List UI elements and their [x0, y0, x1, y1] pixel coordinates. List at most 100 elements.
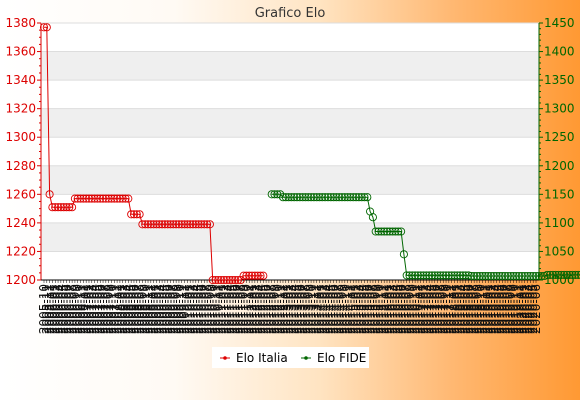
elo-italia-point	[191, 220, 200, 229]
x-axis-tick-label: 2015-04	[355, 284, 369, 334]
elo-fide-point	[456, 271, 465, 280]
elo-fide-point	[425, 271, 434, 280]
elo-fide-point	[576, 270, 580, 279]
x-axis-tick-label: 2015-09	[369, 284, 383, 334]
x-axis-tick-label: 2016-12	[411, 284, 425, 334]
x-axis-tick-label: 2015-06	[360, 284, 374, 334]
x-axis-tick-label: 2007-03	[85, 284, 99, 334]
x-axis-tick-label: 2017-05	[425, 284, 439, 334]
right-axis-tick-label: 1450	[544, 16, 575, 30]
elo-italia-point	[160, 220, 169, 229]
x-axis-tick-label: 2006-11	[74, 284, 88, 334]
elo-fide-point	[543, 270, 552, 279]
x-axis-tick-label: 2014-02	[315, 284, 329, 334]
elo-italia-point	[127, 210, 136, 219]
elo-fide-point	[411, 271, 420, 280]
x-axis-tick-label: 2019-07	[498, 284, 512, 334]
x-axis-tick-label: 2014-05	[324, 284, 338, 334]
x-axis-tick-label: 2013-08	[298, 284, 312, 334]
elo-italia-point	[132, 210, 141, 219]
x-axis-tick-label: 2010-10	[206, 284, 220, 334]
elo-italia-point	[42, 23, 51, 32]
x-axis-tick-label: 2013-03	[284, 284, 298, 334]
x-axis-tick-label: 2006-12	[76, 284, 90, 334]
elo-fide-point	[436, 271, 445, 280]
x-axis-tick-label: 2019-01	[481, 284, 495, 334]
x-axis-tick-label: 2016-05	[391, 284, 405, 334]
elo-italia-point	[242, 271, 251, 280]
x-axis-tick-label: 2012-03	[251, 284, 265, 334]
x-axis-tick-label: 2020-05	[526, 284, 540, 334]
elo-fide-point	[486, 271, 496, 281]
x-axis-tick-label: 2019-12	[512, 284, 526, 334]
x-axis-tick-label: 2011-07	[231, 284, 245, 334]
x-axis-tick-label: 2012-08	[265, 284, 279, 334]
elo-fide-point	[517, 271, 526, 281]
x-axis-tick-label: 2009-05	[158, 284, 172, 334]
legend-box	[212, 347, 369, 368]
elo-italia-point	[245, 271, 254, 280]
elo-fide-point	[349, 193, 358, 202]
right-axis-tick-label: 1150	[544, 187, 575, 201]
x-axis-tick-label: 2016-11	[408, 284, 422, 334]
x-axis-tick-label: 2011-08	[234, 284, 248, 334]
elo-fide-point	[399, 250, 408, 259]
x-axis-tick-label: 2012-02	[248, 284, 262, 334]
x-axis-tick-label: 2009-07	[164, 284, 178, 334]
x-axis-tick-label: 2018-06	[462, 284, 476, 334]
elo-italia-point	[98, 194, 108, 203]
elo-fide-point	[422, 271, 431, 280]
x-axis-tick-label: 2020-02	[518, 284, 532, 334]
elo-fide-point	[298, 193, 307, 202]
elo-fide-point	[444, 271, 453, 280]
x-axis-tick-label: 2018-04	[456, 284, 470, 334]
elo-fide-point	[548, 270, 557, 279]
elo-italia-point	[62, 203, 71, 212]
elo-italia-point	[217, 275, 226, 285]
x-axis-tick-label: 2018-12	[478, 284, 492, 334]
x-axis-tick-label: 2013-04	[287, 284, 301, 334]
x-axis-tick-label: 2012-05	[256, 284, 270, 334]
right-axis-tick-label: 1300	[544, 102, 575, 116]
x-axis-tick-label: 2012-09	[268, 284, 282, 334]
x-axis-tick-label: 2014-01	[313, 284, 327, 334]
x-axis-tick-label: 2009-10	[172, 284, 186, 334]
x-axis-tick-label: 2010-12	[211, 284, 225, 334]
x-axis-tick-label: 2010-05	[192, 284, 206, 334]
x-axis-tick-label: 2009-06	[161, 284, 175, 334]
x-axis-tick-label: 2008-07	[130, 284, 144, 334]
x-axis-tick-label: 2017-07	[431, 284, 445, 334]
left-axis-tick-label: 1320	[5, 102, 36, 116]
x-axis-tick-label: 2009-04	[155, 284, 169, 334]
elo-italia-point	[143, 220, 153, 229]
x-axis-tick-label: 2013-01	[279, 284, 293, 334]
elo-fide-point	[284, 193, 293, 202]
elo-fide-point	[287, 193, 296, 202]
elo-italia-point	[48, 203, 57, 212]
x-axis-tick-label: 2019-06	[495, 284, 509, 334]
x-axis-tick-label: 2016-10	[405, 284, 419, 334]
elo-fide-point	[484, 271, 493, 281]
elo-italia-point	[68, 203, 77, 212]
x-axis-tick-label: 2008-05	[124, 284, 138, 334]
x-axis-tick-label: 2013-12	[310, 284, 324, 334]
elo-italia-point	[129, 210, 139, 219]
elo-fide-point	[312, 193, 321, 202]
elo-fide-point	[402, 271, 411, 280]
elo-fide-point	[433, 271, 442, 280]
elo-fide-point	[309, 193, 318, 202]
x-axis-tick-label: 2014-11	[341, 284, 355, 334]
x-axis-tick-label: 2018-09	[470, 284, 484, 334]
elo-fide-point	[523, 271, 532, 281]
elo-italia-point	[70, 194, 79, 203]
elo-italia-point	[110, 194, 119, 203]
grid-band	[41, 165, 539, 195]
elo-italia-point	[180, 220, 189, 229]
x-axis-tick-label: 2014-12	[343, 284, 357, 334]
x-axis-tick-label: 2014-09	[335, 284, 349, 334]
elo-italia-point	[107, 194, 116, 203]
elo-fide-point	[464, 271, 473, 280]
x-axis-tick-label: 2013-02	[282, 284, 296, 334]
elo-fide-point	[382, 227, 392, 236]
